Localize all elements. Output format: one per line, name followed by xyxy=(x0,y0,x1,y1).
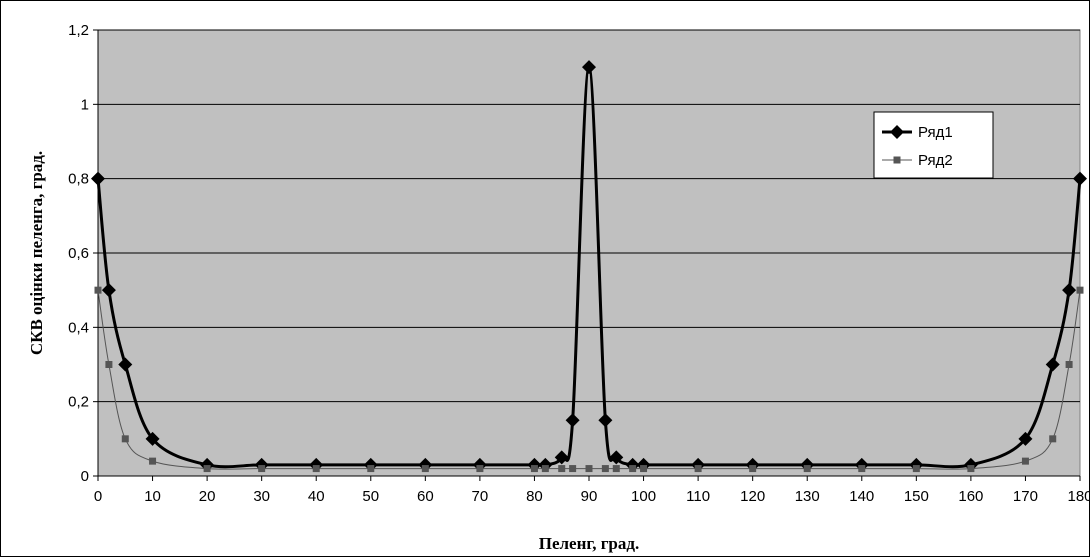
x-tick-label: 20 xyxy=(199,488,216,505)
data-point-series-2 xyxy=(858,465,866,473)
y-tick-label: 1 xyxy=(81,96,89,113)
x-tick-label: 90 xyxy=(581,488,598,505)
data-point-series-1 xyxy=(91,171,105,186)
y-tick-label: 0 xyxy=(81,468,89,485)
x-tick-label: 60 xyxy=(417,488,434,505)
data-point-series-1 xyxy=(118,357,133,372)
data-point-series-1 xyxy=(1062,283,1077,298)
data-point-series-2 xyxy=(367,465,375,473)
data-point-series-2 xyxy=(149,457,157,465)
data-point-series-2 xyxy=(476,465,484,473)
data-point-series-2 xyxy=(1049,435,1057,443)
grid-lines xyxy=(93,29,1081,481)
data-point-series-2 xyxy=(569,465,577,473)
data-point-series-2 xyxy=(421,465,429,473)
legend-marker-series-2 xyxy=(893,156,901,164)
y-tick-label: 0,6 xyxy=(68,245,89,262)
legend: Ряд1 Ряд2 xyxy=(873,111,994,179)
data-point-series-2 xyxy=(1065,361,1073,368)
data-point-series-1 xyxy=(598,413,613,428)
x-tick-label: 0 xyxy=(94,488,102,505)
x-axis-title: Пеленг, град. xyxy=(539,534,639,553)
y-axis-title: СКВ оцінки пеленга, град. xyxy=(27,151,46,355)
x-tick-label: 40 xyxy=(308,488,325,505)
data-point-series-2 xyxy=(312,465,320,473)
x-tick-label: 10 xyxy=(144,488,161,505)
data-point-series-1 xyxy=(1018,431,1033,446)
x-tick-label: 70 xyxy=(472,488,489,505)
x-tick-label: 160 xyxy=(958,488,983,505)
legend-marker-series-1 xyxy=(890,125,904,139)
data-point-series-2 xyxy=(749,465,757,473)
data-point-series-1 xyxy=(582,60,596,75)
legend-label-series-1: Ряд1 xyxy=(918,124,953,141)
legend-box xyxy=(873,111,994,179)
data-point-series-2 xyxy=(105,361,113,368)
data-point-series-2 xyxy=(694,465,702,473)
x-tick-label: 110 xyxy=(686,488,710,505)
x-tick-label: 130 xyxy=(795,488,820,505)
x-tick-label: 80 xyxy=(526,488,543,505)
x-tick-label: 170 xyxy=(1013,488,1038,505)
data-point-series-1 xyxy=(554,450,569,465)
y-tick-label: 0,4 xyxy=(68,319,89,336)
y-tick-label: 1,2 xyxy=(68,22,89,39)
data-point-series-1 xyxy=(1073,171,1087,186)
series-layer xyxy=(91,60,1087,473)
data-point-series-2 xyxy=(558,465,566,473)
data-point-series-2 xyxy=(967,465,975,473)
data-point-series-2 xyxy=(121,435,129,443)
y-tick-label: 0,2 xyxy=(68,394,89,411)
x-tick-label: 140 xyxy=(849,488,874,505)
data-point-series-2 xyxy=(258,465,266,473)
y-axis-tick-labels: 0 0,2 0,4 0,6 0,8 1 1,2 xyxy=(68,22,89,485)
x-tick-label: 50 xyxy=(362,488,379,505)
data-point-series-2 xyxy=(629,465,637,473)
data-point-series-2 xyxy=(541,465,549,473)
data-point-series-2 xyxy=(1076,286,1084,294)
data-point-series-1 xyxy=(101,283,116,298)
data-point-series-1 xyxy=(145,431,160,446)
data-point-series-2 xyxy=(1021,457,1029,465)
data-point-series-1 xyxy=(565,413,580,428)
data-point-series-2 xyxy=(203,465,211,473)
y-tick-label: 0,8 xyxy=(68,171,89,188)
data-point-series-2 xyxy=(530,465,538,473)
data-point-series-1 xyxy=(609,450,624,465)
data-point-series-2 xyxy=(94,286,102,294)
data-point-series-2 xyxy=(803,465,811,473)
data-point-series-2 xyxy=(585,465,593,473)
legend-label-series-2: Ряд2 xyxy=(918,152,953,169)
x-tick-label: 180 xyxy=(1067,488,1090,505)
data-point-series-1 xyxy=(1045,357,1060,372)
data-point-series-2 xyxy=(612,465,620,473)
x-axis-tick-labels: 0 10 20 30 40 50 60 70 80 90 100 110 120 130 140 150 160… xyxy=(94,488,1090,505)
x-tick-label: 30 xyxy=(253,488,270,505)
x-tick-label: 150 xyxy=(904,488,929,505)
data-point-series-2 xyxy=(640,465,648,473)
data-point-series-2 xyxy=(912,465,920,473)
x-tick-label: 120 xyxy=(740,488,765,505)
data-point-series-2 xyxy=(601,465,609,473)
x-tick-label: 100 xyxy=(631,488,656,505)
